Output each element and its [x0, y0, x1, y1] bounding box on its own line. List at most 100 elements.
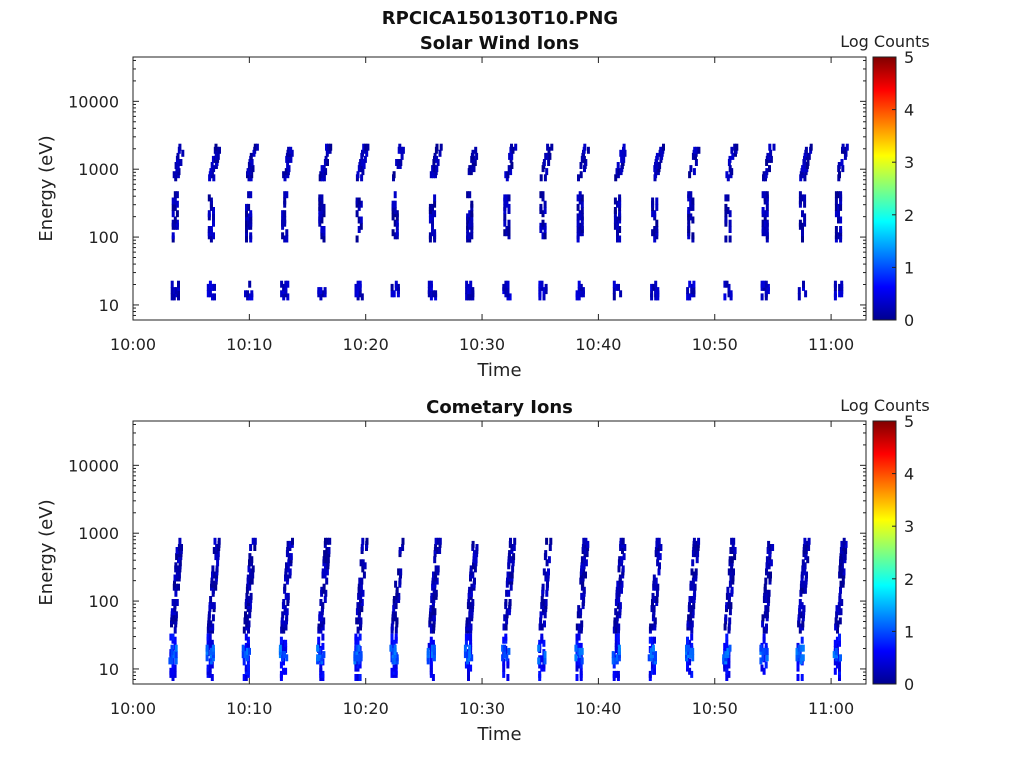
- data-pixel: [582, 568, 586, 576]
- data-pixel: [509, 583, 513, 591]
- x-tick-label: 10:50: [692, 699, 738, 718]
- data-pixel: [428, 232, 432, 240]
- y-tick-label: 100: [88, 228, 119, 247]
- data-pixel: [685, 644, 688, 652]
- data-pixel: [395, 586, 399, 594]
- data-pixel: [244, 290, 247, 298]
- data-pixel: [181, 149, 185, 157]
- data-pixel: [321, 568, 325, 576]
- data-pixel: [245, 226, 248, 233]
- data-pixel: [837, 608, 841, 616]
- data-pixel: [355, 608, 359, 616]
- y-tick-label: 1000: [78, 524, 119, 543]
- data-pixel: [543, 200, 547, 208]
- data-pixel: [393, 644, 397, 652]
- data-pixel: [613, 197, 617, 205]
- data-pixel: [397, 592, 401, 600]
- data-pixel: [241, 651, 245, 659]
- data-pixel: [284, 568, 288, 576]
- data-pixel: [540, 655, 544, 663]
- data-pixel: [655, 197, 659, 205]
- data-pixel: [244, 611, 247, 619]
- data-pixel: [393, 219, 397, 227]
- data-pixel: [799, 611, 803, 619]
- data-pixel: [694, 540, 698, 548]
- data-pixel: [395, 219, 399, 227]
- data-pixel: [838, 283, 842, 291]
- data-pixel: [576, 219, 580, 227]
- data-pixel: [580, 222, 584, 230]
- data-pixel: [766, 152, 770, 160]
- data-pixel: [650, 661, 654, 669]
- data-pixel: [392, 639, 396, 647]
- data-pixel: [212, 580, 216, 588]
- data-pixel: [761, 191, 765, 199]
- data-pixel: [507, 647, 511, 655]
- data-pixel: [761, 654, 765, 662]
- data-pixel: [284, 592, 288, 600]
- data-pixel: [689, 614, 693, 622]
- y-tick-label: 10: [99, 660, 119, 679]
- data-pixel: [171, 633, 175, 641]
- data-pixel: [580, 556, 584, 564]
- data-pixel: [209, 235, 213, 243]
- data-pixel: [799, 623, 802, 631]
- data-pixel: [174, 589, 178, 597]
- data-pixel: [465, 280, 469, 288]
- data-pixel: [838, 565, 842, 573]
- data-pixel: [647, 654, 651, 662]
- data-pixel: [249, 568, 253, 576]
- data-pixel: [767, 589, 771, 597]
- data-pixel: [394, 667, 398, 675]
- data-pixel: [248, 602, 252, 610]
- data-pixel: [690, 633, 694, 641]
- data-pixel: [622, 553, 626, 561]
- data-pixel: [355, 654, 359, 662]
- data-pixel: [690, 283, 694, 291]
- data-pixel: [391, 611, 395, 619]
- data-pixel: [616, 222, 619, 230]
- data-pixel: [510, 544, 514, 551]
- data-pixel: [248, 647, 251, 655]
- data-pixel: [283, 605, 287, 613]
- data-pixel: [467, 667, 470, 675]
- data-pixel: [242, 674, 246, 681]
- data-pixel: [433, 165, 437, 173]
- data-pixel: [543, 620, 546, 628]
- data-pixel: [286, 162, 290, 169]
- data-pixel: [247, 213, 251, 221]
- figure-title: RPCICA150130T10.PNG: [382, 8, 618, 29]
- data-pixel: [728, 556, 732, 564]
- data-pixel: [280, 280, 284, 288]
- colorbar-tick-label: 3: [904, 153, 914, 172]
- data-pixel: [621, 565, 625, 573]
- data-pixel: [216, 559, 220, 567]
- data-pixel: [434, 537, 438, 545]
- data-pixel: [316, 644, 320, 652]
- data-pixel: [538, 280, 542, 288]
- data-pixel: [317, 287, 321, 295]
- data-pixel: [688, 602, 691, 610]
- data-pixel: [580, 620, 584, 628]
- data-pixel: [662, 143, 665, 151]
- data-pixel: [329, 143, 333, 151]
- data-pixel: [761, 620, 765, 628]
- data-pixel: [464, 633, 468, 641]
- data-pixel: [839, 216, 843, 224]
- data-pixel: [544, 283, 548, 291]
- data-pixel: [467, 617, 471, 625]
- data-pixel: [833, 639, 837, 647]
- data-pixel: [357, 226, 361, 233]
- data-pixel: [393, 657, 397, 665]
- data-pixel: [399, 159, 403, 166]
- data-pixel: [651, 229, 655, 237]
- spectrogram: [170, 143, 849, 301]
- data-pixel: [576, 194, 580, 202]
- data-pixel: [321, 602, 325, 610]
- data-pixel: [504, 633, 508, 641]
- data-pixel: [653, 210, 657, 218]
- data-pixel: [688, 293, 692, 301]
- data-pixel: [465, 617, 469, 625]
- data-pixel: [173, 191, 177, 199]
- data-pixel: [394, 661, 398, 669]
